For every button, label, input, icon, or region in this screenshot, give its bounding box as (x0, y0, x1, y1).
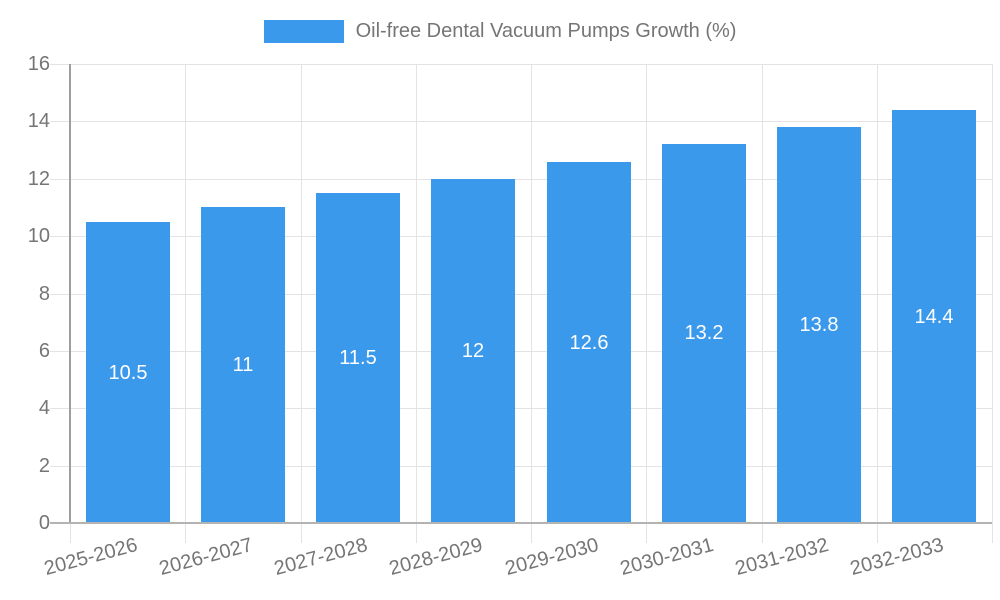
v-gridline (185, 64, 186, 543)
bar: 13.8 (777, 127, 861, 523)
legend-label: Oil-free Dental Vacuum Pumps Growth (%) (355, 19, 737, 42)
bar-value-label: 14.4 (914, 306, 954, 328)
v-gridline (992, 64, 993, 543)
h-gridline (50, 179, 992, 180)
h-gridline (50, 466, 992, 467)
bar: 11 (201, 207, 285, 523)
bar: 12.6 (547, 162, 631, 523)
v-gridline (301, 64, 302, 543)
y-tick-label: 14 (27, 110, 50, 132)
v-gridline (877, 64, 878, 543)
bar-value-label: 12.6 (569, 332, 609, 354)
y-tick-label: 4 (38, 397, 50, 419)
y-axis-line (69, 64, 71, 523)
bar-value-label: 11.5 (339, 347, 377, 369)
y-tick-label: 0 (38, 512, 50, 534)
legend-color-swatch (263, 19, 344, 43)
legend: Oil-free Dental Vacuum Pumps Growth (%) (0, 19, 1000, 43)
v-gridline (416, 64, 417, 543)
bar: 14.4 (892, 110, 976, 523)
y-tick-label: 16 (27, 53, 50, 75)
x-axis-baseline (50, 522, 992, 524)
bar: 10.5 (86, 222, 170, 523)
h-gridline (50, 294, 992, 295)
bar-value-label: 10.5 (108, 362, 148, 384)
bar-value-label: 12 (461, 340, 485, 362)
bar: 13.2 (662, 144, 746, 523)
h-gridline (50, 64, 992, 65)
bar-value-label: 13.2 (684, 322, 724, 344)
y-tick-label: 8 (38, 283, 50, 305)
h-gridline (50, 121, 992, 122)
y-tick-label: 2 (38, 455, 50, 477)
h-gridline (50, 408, 992, 409)
bar: 12 (431, 179, 515, 523)
h-gridline (50, 351, 992, 352)
y-tick-label: 10 (27, 225, 50, 247)
v-gridline (646, 64, 647, 543)
bar: 11.5 (316, 193, 400, 523)
v-gridline (762, 64, 763, 543)
h-gridline (50, 236, 992, 237)
y-tick-label: 6 (38, 340, 50, 362)
bar-value-label: 11 (232, 354, 254, 376)
y-tick-label: 12 (27, 168, 50, 190)
v-gridline (531, 64, 532, 543)
bar-value-label: 13.8 (799, 314, 839, 336)
